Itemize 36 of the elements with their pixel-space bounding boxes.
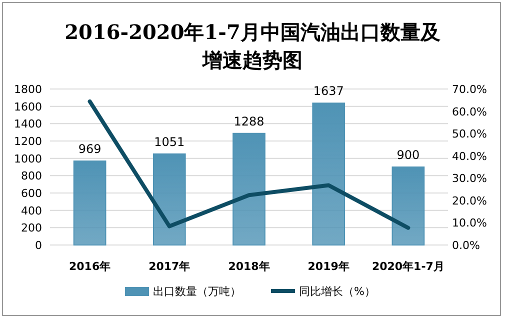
y2-tick-label: 40.0% (452, 150, 487, 163)
y-tick-label: 1800 (14, 83, 42, 96)
bar (392, 166, 425, 246)
x-tick-label: 2020年1-7月 (372, 260, 444, 273)
data-label: 900 (396, 148, 420, 162)
y-tick-label: 1400 (14, 118, 42, 131)
legend-label: 出口数量（万吨） (153, 285, 241, 298)
y2-tick-label: 20.0% (452, 194, 487, 208)
y-tick-label: 0 (35, 239, 42, 252)
bar (312, 102, 346, 246)
y-tick-label: 1600 (14, 100, 42, 114)
data-label: 969 (78, 142, 102, 156)
y2-tick-label: 60.0% (452, 105, 487, 118)
y-tick-label: 600 (21, 187, 42, 200)
bar (73, 160, 106, 246)
y-tick-label: 800 (21, 170, 42, 183)
y-tick-label: 1200 (14, 135, 42, 148)
data-label: 1637 (313, 84, 344, 98)
bar (232, 132, 266, 246)
y2-tick-label: 10.0% (452, 216, 487, 230)
x-tick-label: 2018年 (228, 260, 270, 273)
y2-tick-label: 50.0% (452, 128, 487, 141)
chart-title: 2016-2020年1-7月中国汽油出口数量及增速趋势图 (64, 19, 442, 74)
bar (152, 153, 186, 246)
x-tick-label: 2019年 (308, 260, 350, 273)
y-tick-label: 1000 (14, 152, 42, 166)
y2-tick-label: 30.0% (452, 172, 487, 186)
data-label: 1051 (154, 134, 185, 149)
y-tick-label: 400 (21, 204, 42, 218)
x-tick-label: 2016年 (68, 260, 111, 273)
y-tick-label: 200 (21, 222, 42, 235)
y2-tick-label: 70.0% (452, 83, 487, 96)
data-label: 1288 (234, 114, 264, 128)
x-tick-label: 2017年 (148, 260, 190, 273)
legend-label: 同比增长（%） (299, 285, 376, 298)
y2-tick-label: 0.0% (452, 239, 480, 252)
